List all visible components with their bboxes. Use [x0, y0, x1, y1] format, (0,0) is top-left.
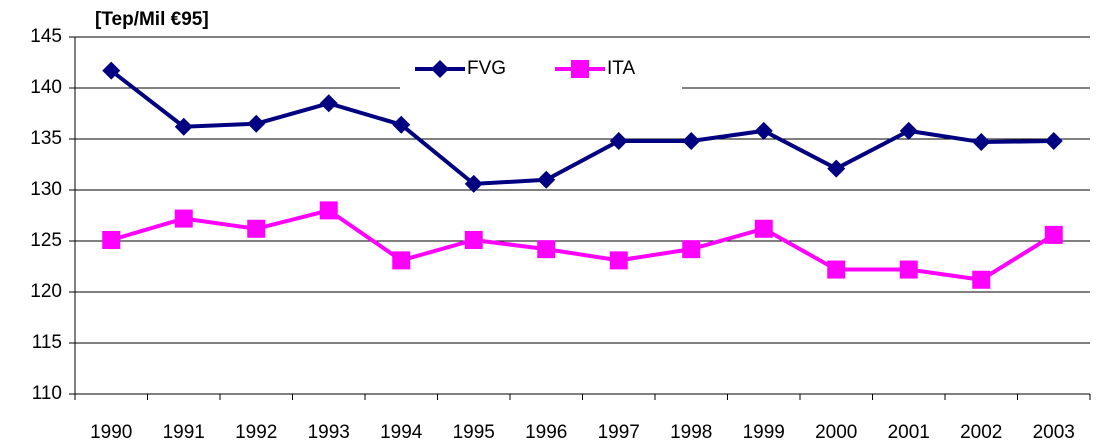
data-point [754, 121, 773, 140]
y-tick-label: 145 [30, 26, 62, 47]
series-line [110, 69, 1054, 186]
data-point [827, 260, 846, 279]
data-point [319, 201, 338, 220]
x-tick-label: 1995 [453, 422, 495, 443]
x-tick-label: 1997 [598, 422, 640, 443]
data-point [972, 133, 991, 152]
y-tick-label: 110 [32, 383, 62, 404]
data-point [247, 114, 266, 133]
y-tick-label: 140 [30, 77, 62, 98]
x-tick-label: 1993 [308, 422, 350, 443]
data-point [972, 270, 991, 289]
data-point [392, 115, 411, 134]
data-point [609, 251, 628, 270]
y-tick-label: 115 [32, 332, 62, 353]
x-tick-label: 1991 [163, 422, 205, 443]
data-point [102, 230, 121, 249]
data-point [247, 219, 266, 238]
data-point [827, 159, 846, 178]
legend-label: ITA [607, 58, 635, 79]
y-tick-label: 135 [30, 128, 62, 149]
legend-marker [431, 60, 449, 78]
x-tick-label: 2000 [815, 422, 857, 443]
x-tick-label: 2003 [1033, 422, 1075, 443]
legend-label: FVG [467, 58, 506, 79]
data-point [174, 209, 193, 228]
x-tick-label: 2001 [888, 422, 930, 443]
legend-marker [571, 60, 589, 78]
data-point [682, 240, 701, 259]
y-tick-label: 125 [30, 230, 62, 251]
data-point [464, 174, 483, 193]
series-line [110, 208, 1055, 282]
data-point [392, 251, 411, 270]
y-tick-label: 130 [30, 179, 62, 200]
data-point [464, 230, 483, 249]
x-tick-label: 1998 [670, 422, 712, 443]
chart-title: [Tep/Mil €95] [95, 9, 209, 30]
x-tick-label: 1994 [380, 422, 423, 443]
x-tick-label: 1992 [235, 422, 277, 443]
data-point [537, 240, 556, 259]
data-point [174, 117, 193, 136]
x-tick-label: 2002 [960, 422, 1002, 443]
data-point [102, 61, 121, 80]
y-tick-label: 120 [30, 281, 62, 302]
data-point [319, 94, 338, 113]
x-tick-label: 1990 [90, 422, 132, 443]
data-point [754, 219, 773, 238]
data-point [1044, 132, 1063, 151]
data-point [899, 121, 918, 140]
data-point [609, 132, 628, 151]
x-tick-label: 1999 [743, 422, 785, 443]
data-point [899, 260, 918, 279]
data-point [1044, 225, 1063, 244]
x-tick-label: 1996 [525, 422, 567, 443]
data-point [537, 170, 556, 189]
data-point [682, 132, 701, 151]
